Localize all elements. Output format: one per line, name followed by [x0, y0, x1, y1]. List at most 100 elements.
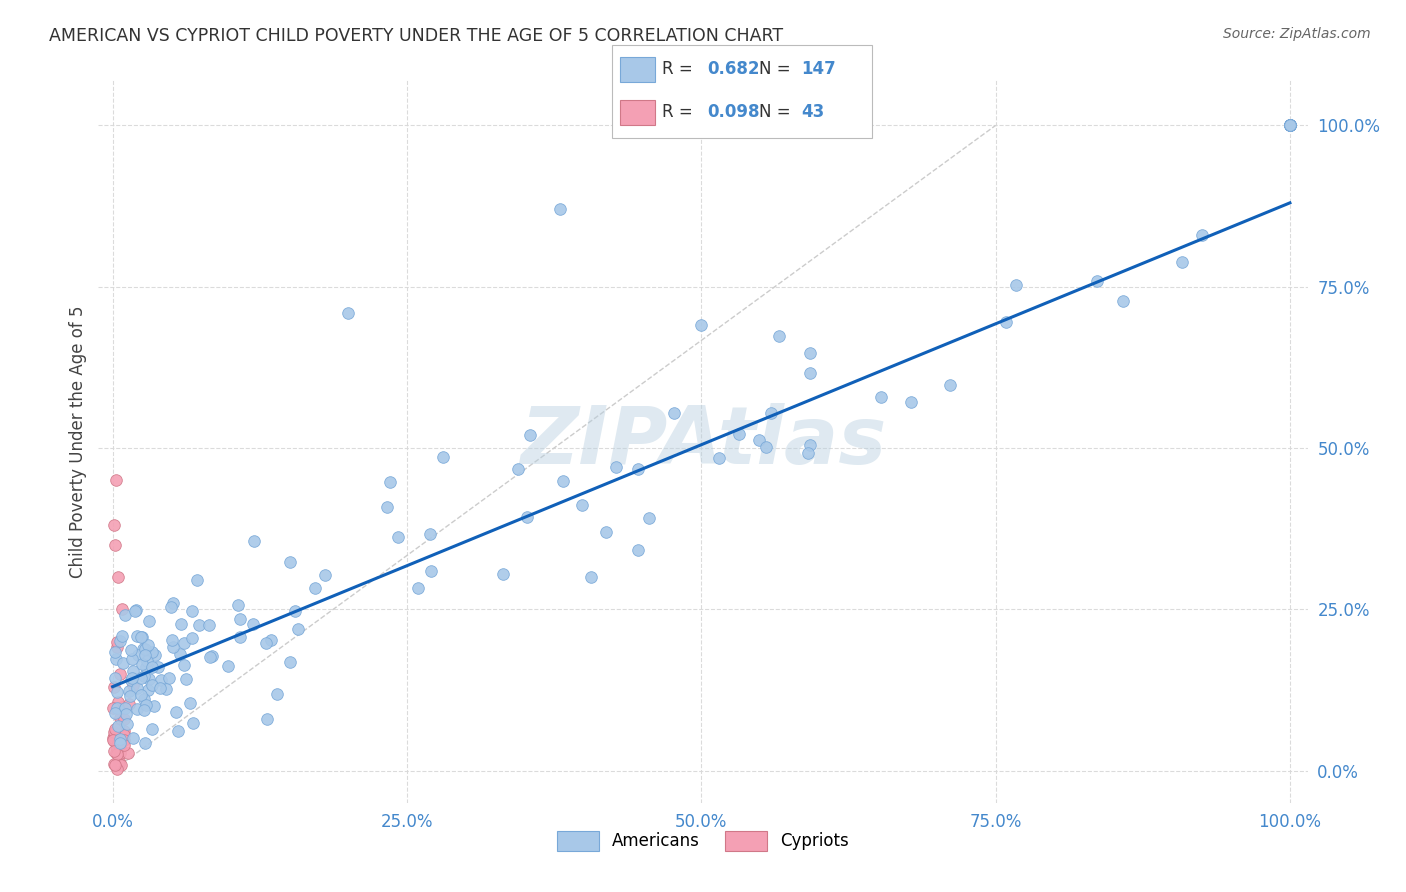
Point — [995, 315, 1018, 329]
Point — [118, 697, 141, 711]
Point — [118, 684, 141, 698]
Point — [155, 681, 177, 696]
Point — [229, 630, 252, 644]
Point — [108, 756, 131, 771]
Point — [112, 739, 135, 753]
Point — [174, 672, 197, 686]
Point — [103, 757, 125, 772]
Point — [101, 733, 124, 747]
Point — [797, 446, 820, 460]
Point — [1278, 119, 1301, 133]
Point — [103, 680, 125, 694]
Point — [118, 690, 141, 704]
Point — [256, 712, 278, 726]
Point — [548, 202, 571, 217]
Point — [127, 681, 149, 695]
Point — [799, 438, 821, 452]
Point — [105, 747, 128, 762]
Point — [217, 659, 239, 673]
Point — [160, 600, 183, 615]
Point — [761, 406, 783, 420]
Point — [108, 754, 131, 768]
Point — [134, 641, 156, 656]
Point — [124, 602, 146, 616]
Point — [132, 703, 155, 717]
Point — [120, 673, 142, 687]
Point — [125, 702, 148, 716]
Point — [254, 636, 277, 650]
Point — [637, 511, 659, 525]
Point — [516, 510, 538, 524]
Point — [519, 427, 541, 442]
Point — [129, 630, 152, 644]
Point — [134, 669, 156, 683]
Point — [755, 440, 778, 454]
Point — [103, 744, 125, 758]
Point — [508, 462, 530, 476]
Point — [278, 655, 301, 669]
Point — [418, 527, 440, 541]
Point — [104, 645, 127, 659]
Y-axis label: Child Poverty Under the Age of 5: Child Poverty Under the Age of 5 — [69, 305, 87, 578]
Point — [107, 570, 129, 584]
Text: 43: 43 — [801, 103, 825, 120]
Point — [314, 568, 336, 582]
Text: 147: 147 — [801, 60, 837, 78]
Point — [179, 696, 201, 710]
Point — [169, 617, 191, 632]
Point — [134, 648, 156, 662]
Point — [103, 725, 125, 739]
Text: AMERICAN VS CYPRIOT CHILD POVERTY UNDER THE AGE OF 5 CORRELATION CHART: AMERICAN VS CYPRIOT CHILD POVERTY UNDER … — [49, 27, 783, 45]
Point — [104, 722, 127, 736]
Point — [150, 673, 173, 687]
Point — [143, 648, 166, 662]
Point — [173, 636, 195, 650]
Point — [132, 641, 155, 656]
Point — [131, 631, 153, 645]
Point — [1004, 277, 1026, 292]
Point — [579, 570, 602, 584]
Point — [136, 638, 159, 652]
Point — [105, 746, 128, 760]
Point — [869, 390, 891, 404]
Point — [420, 564, 443, 578]
Point — [101, 731, 124, 745]
Point — [186, 573, 208, 587]
Point — [111, 700, 134, 714]
Point — [121, 671, 143, 685]
Point — [378, 475, 401, 489]
Point — [165, 706, 187, 720]
Point — [108, 746, 131, 760]
Point — [104, 706, 127, 720]
Point — [626, 462, 648, 476]
Point — [337, 305, 360, 319]
Point — [105, 652, 128, 666]
Point — [110, 711, 132, 725]
Point — [105, 738, 128, 752]
Point — [112, 712, 135, 726]
Point — [266, 688, 288, 702]
Point — [187, 618, 209, 632]
Point — [1278, 119, 1301, 133]
Point — [278, 556, 301, 570]
Point — [108, 740, 131, 755]
Point — [105, 473, 128, 487]
Point — [105, 640, 128, 655]
Point — [117, 747, 139, 761]
Point — [662, 407, 685, 421]
Point — [103, 518, 125, 533]
Point — [1278, 119, 1301, 133]
Point — [134, 691, 156, 706]
Point — [141, 660, 163, 674]
Point — [115, 717, 138, 731]
Point — [115, 707, 138, 722]
Point — [173, 657, 195, 672]
Point — [551, 474, 574, 488]
Point — [1171, 254, 1194, 268]
Text: ZIPAtlas: ZIPAtlas — [520, 402, 886, 481]
Point — [104, 758, 127, 772]
Point — [1085, 274, 1108, 288]
Point — [129, 688, 152, 702]
Point — [103, 733, 125, 747]
Point — [129, 671, 152, 685]
